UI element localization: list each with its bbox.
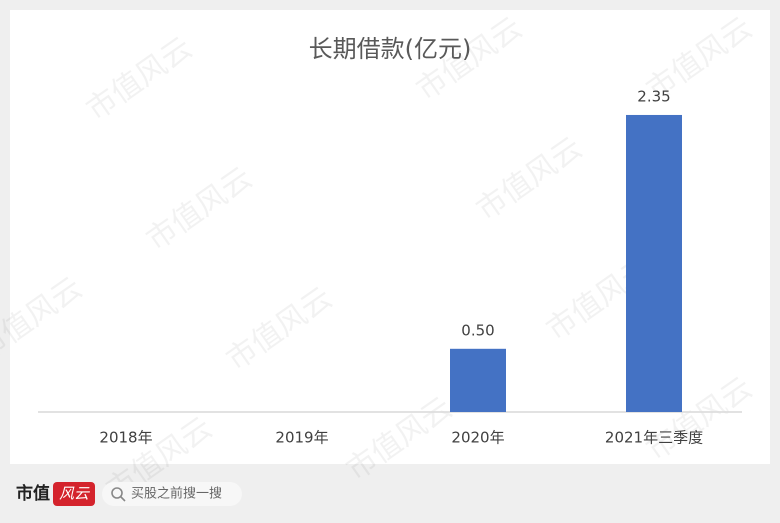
search-text: 买股之前搜一搜	[131, 486, 222, 502]
chart-title: 长期借款(亿元)	[309, 35, 472, 63]
x-tick-label: 2018年	[99, 429, 152, 447]
footer: 市值 风云 买股之前搜一搜	[16, 482, 242, 506]
brand: 市值	[16, 483, 50, 504]
search-box[interactable]	[102, 482, 242, 506]
search-icon-handle	[120, 496, 126, 502]
x-tick-label: 2020年	[451, 429, 504, 447]
data-label: 2.35	[637, 87, 670, 105]
bar	[626, 114, 682, 413]
brand-mark-box	[53, 482, 95, 506]
brand-mark: 风云	[59, 485, 90, 503]
bar	[450, 348, 506, 412]
search-icon	[111, 487, 123, 499]
x-tick-label: 2021年三季度	[605, 429, 703, 447]
x-tick-label: 2019年	[275, 429, 328, 447]
data-label: 0.50	[461, 321, 494, 339]
